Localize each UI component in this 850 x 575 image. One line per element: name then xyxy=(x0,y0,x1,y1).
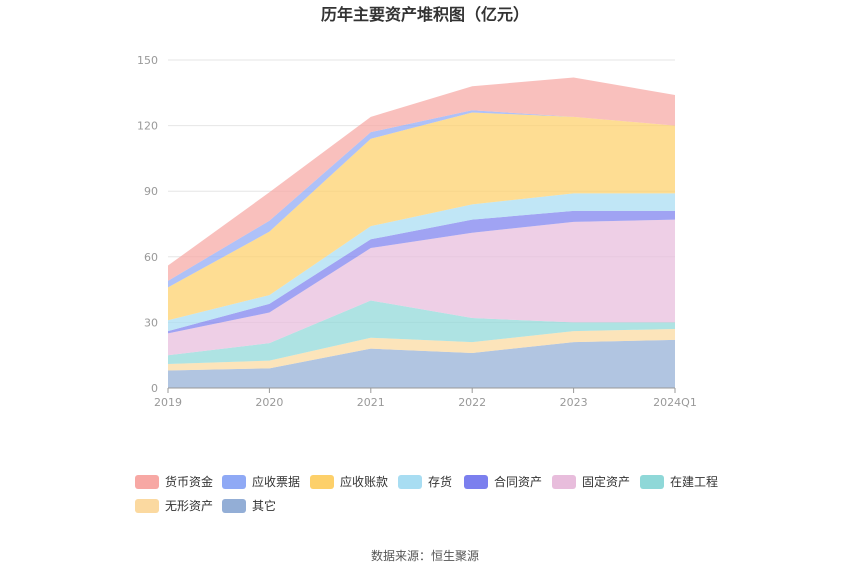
legend-label: 其它 xyxy=(252,498,276,513)
area-series-8 xyxy=(168,77,675,281)
area-series-0 xyxy=(168,339,675,388)
legend-swatch xyxy=(222,475,246,489)
legend-swatch xyxy=(640,475,664,489)
legend-label: 无形资产 xyxy=(165,499,213,513)
area-series-6 xyxy=(168,112,675,321)
y-tick-label: 120 xyxy=(137,120,158,133)
legend-label: 存货 xyxy=(428,474,452,489)
x-tick-label: 2023 xyxy=(560,396,588,409)
legend-label: 在建工程 xyxy=(670,474,718,489)
x-tick-label: 2022 xyxy=(458,396,486,409)
y-tick-label: 60 xyxy=(144,251,158,264)
x-tick-label: 2019 xyxy=(154,396,182,409)
legend-label: 货币资金 xyxy=(165,474,213,489)
legend-swatch xyxy=(464,475,488,489)
y-tick-label: 0 xyxy=(151,382,158,395)
x-tick-label: 2021 xyxy=(357,396,385,409)
area-series-1 xyxy=(168,328,675,371)
legend-swatch xyxy=(398,475,422,489)
legend-label: 合同资产 xyxy=(494,474,542,489)
legend-swatch xyxy=(135,475,159,489)
area-series-2 xyxy=(168,300,675,364)
chart-title: 历年主要资产堆积图（亿元） xyxy=(321,5,529,24)
legend-swatch xyxy=(222,499,246,513)
legend-swatch xyxy=(135,499,159,513)
area-series-3 xyxy=(168,219,675,356)
y-tick-label: 150 xyxy=(137,54,158,67)
legend-label: 应收票据 xyxy=(252,474,300,489)
y-tick-label: 30 xyxy=(144,316,158,329)
area-layers xyxy=(168,77,675,388)
legend-label: 固定资产 xyxy=(582,474,630,489)
area-series-4 xyxy=(168,210,675,334)
x-tick-label: 2020 xyxy=(255,396,283,409)
legend-swatch xyxy=(310,475,334,489)
legend-swatch xyxy=(552,475,576,489)
axes: 0 30 60 90 120 150 2019 2020 2021 2022 2023 2024Q1 xyxy=(137,54,697,409)
y-tick-label: 90 xyxy=(144,185,158,198)
legend-label: 应收账款 xyxy=(340,474,388,489)
area-series-5 xyxy=(168,193,675,332)
x-tick-label: 2024Q1 xyxy=(653,396,697,409)
source-note: 数据来源：恒生聚源 xyxy=(371,548,479,563)
